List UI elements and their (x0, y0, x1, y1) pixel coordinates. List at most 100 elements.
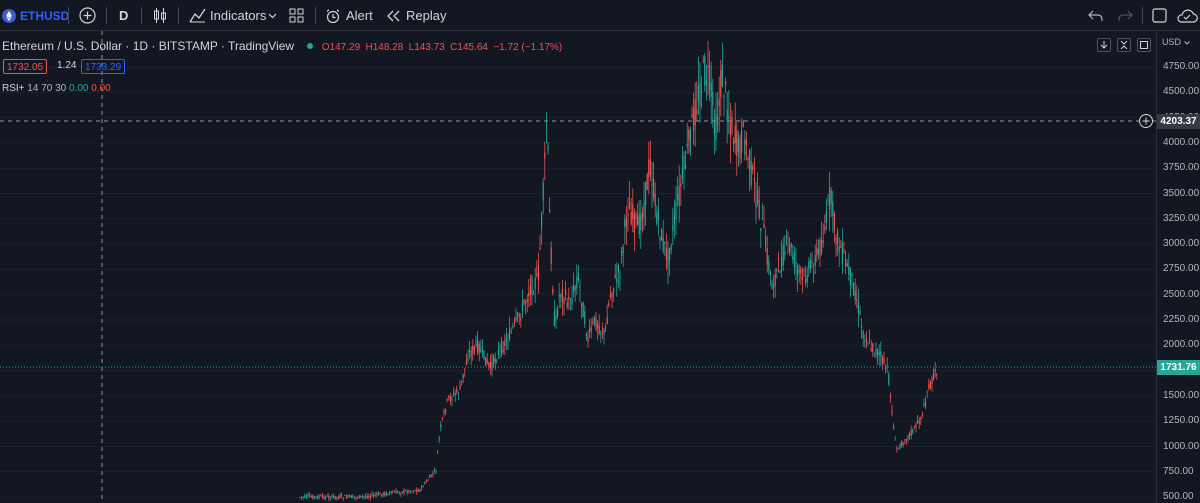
scroll-down-button[interactable] (1097, 38, 1111, 52)
candle-body (685, 164, 687, 169)
candle-body (475, 341, 477, 346)
maximize-pane-button[interactable] (1137, 38, 1151, 52)
undo-icon (1088, 10, 1103, 21)
candle-body (539, 247, 541, 249)
candle-body (648, 159, 650, 178)
candle-body (825, 211, 827, 224)
candle-body (763, 223, 765, 229)
series-title[interactable]: Ethereum / U.S. Dollar · 1D · BITSTAMP ·… (2, 39, 295, 53)
price-tick-label: 750.00 (1163, 465, 1194, 477)
candle-body (301, 496, 303, 498)
indicators-button[interactable]: Indicators (189, 0, 266, 31)
candle-body (920, 417, 922, 420)
symbol-label: ETHUSD (20, 8, 70, 23)
redo-button[interactable] (1117, 0, 1133, 31)
candle-body (371, 493, 373, 496)
candle-body (832, 201, 834, 216)
candle-body (717, 116, 719, 126)
candle-body (355, 496, 357, 498)
candle-body (726, 109, 728, 122)
candle-body (888, 374, 890, 385)
candle-body (851, 273, 853, 277)
candle-body (696, 109, 698, 114)
spread-value: 1.24 (57, 60, 77, 71)
candle-body (379, 493, 381, 495)
price-tick-label: 500.00 (1163, 491, 1194, 503)
candle-body (427, 480, 429, 482)
candle-body (589, 328, 591, 333)
candle-body (472, 345, 474, 355)
ohlc-change: −1.72 (−1.17%) (493, 42, 563, 53)
candle-body (561, 289, 563, 302)
candle-body (928, 384, 930, 388)
candle-body (313, 496, 315, 498)
price-tick-label: 2750.00 (1163, 263, 1200, 275)
cloud-save-button[interactable] (1176, 0, 1198, 31)
compare-symbol-button[interactable] (79, 0, 96, 31)
candle-body (462, 373, 464, 379)
candle-body (629, 201, 631, 210)
currency-selector[interactable]: USD (1162, 37, 1190, 47)
candle-body (709, 65, 711, 91)
candle-body (449, 396, 451, 401)
collapse-button[interactable] (1117, 38, 1131, 52)
candle-body (542, 182, 544, 201)
candle-body (654, 193, 656, 206)
candle-body (353, 496, 355, 498)
candle-body (512, 325, 514, 328)
candle-body (707, 64, 709, 67)
candle-body (750, 160, 752, 186)
symbol-search[interactable]: ETHUSD (2, 0, 69, 31)
candle-body (827, 200, 829, 202)
candle-body (891, 409, 893, 414)
candle-body (361, 496, 363, 498)
candle-body (723, 95, 725, 98)
undo-button[interactable] (1088, 0, 1104, 31)
candle-body (670, 245, 672, 250)
candle-body (568, 296, 570, 300)
rsi-legend[interactable]: RSI+ 14 70 30 0.00 0.00 (2, 83, 111, 94)
replay-button[interactable]: Replay (386, 0, 446, 31)
candle-body (453, 392, 455, 395)
chart-type-button[interactable] (153, 0, 167, 31)
candle-body (765, 236, 767, 247)
candle-body (811, 261, 813, 263)
candle-body (646, 175, 648, 190)
candle-body (473, 346, 475, 351)
candle-body (430, 474, 432, 477)
candle-body (681, 167, 683, 179)
candle-body (701, 90, 703, 94)
bid-price-box[interactable]: 1732.05 (3, 59, 48, 74)
add-alert-plus-icon[interactable] (1139, 114, 1153, 128)
candle-body (363, 496, 365, 497)
candle-body (489, 361, 491, 369)
candle-body (798, 270, 800, 273)
candle-body (739, 139, 741, 159)
interval-button[interactable]: D (119, 0, 128, 31)
templates-button[interactable] (289, 0, 304, 31)
candle-body (675, 202, 677, 219)
candle-body (838, 246, 840, 253)
candle-body (669, 248, 671, 260)
candle-body (505, 337, 507, 342)
toolbar-divider (141, 7, 142, 24)
price-chart[interactable] (0, 31, 1156, 503)
fullscreen-button[interactable] (1152, 0, 1167, 31)
candle-body (609, 293, 611, 297)
candle-body (683, 155, 685, 170)
candle-body (705, 80, 707, 85)
price-axis[interactable]: USD 4750.004500.004250.004000.003750.003… (1156, 31, 1200, 503)
indicators-label: Indicators (210, 8, 267, 23)
price-tick-label: 2000.00 (1163, 339, 1200, 351)
alert-button[interactable]: Alert (325, 0, 373, 31)
candle-body (537, 265, 539, 281)
candle-body (793, 252, 795, 267)
candle-body (688, 130, 690, 141)
candle-body (566, 302, 568, 308)
indicators-dropdown[interactable] (268, 0, 277, 31)
candle-body (734, 125, 736, 144)
ask-price-box[interactable]: 1733.29 (81, 59, 126, 74)
candle-body (454, 393, 456, 396)
candle-body (405, 490, 407, 492)
candle-body (761, 218, 763, 220)
